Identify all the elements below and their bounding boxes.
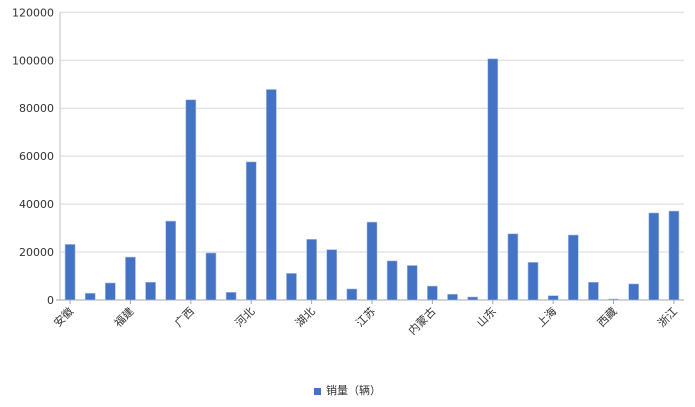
bar-湖南 (326, 249, 338, 301)
bar-湖北 (306, 239, 317, 301)
bar-黑龙江 (286, 273, 297, 301)
bar-西藏 (608, 298, 619, 301)
x-tick-label: 安徽 (51, 304, 76, 329)
bar-天津 (588, 281, 599, 301)
x-tick-label: 浙江 (655, 305, 680, 330)
bar-辽宁 (406, 265, 418, 301)
bar-chart: 0 20000 40000 60000 80000 100000 120000 安徽 福建 广西 河… (12, 6, 684, 337)
bar-甘肃 (145, 281, 156, 301)
legend-swatch (314, 387, 321, 395)
bar-内蒙古 (427, 285, 438, 301)
x-tick-label: 广西 (172, 305, 197, 330)
bar-河北 (245, 161, 257, 301)
bar-浙江 (668, 210, 680, 301)
bar-重庆 (105, 282, 116, 301)
y-tick-label: 120000 (12, 6, 54, 19)
y-tick-label: 60000 (19, 150, 54, 163)
x-tick-label: 湖北 (293, 305, 318, 330)
bar-北京 (84, 292, 96, 301)
bar-江苏 (366, 221, 378, 301)
x-tick-label: 福建 (111, 304, 136, 329)
x-tick-label: 河北 (233, 305, 258, 330)
bar-山东 (487, 58, 499, 301)
bar-安徽 (64, 244, 76, 301)
bar-贵州 (205, 252, 217, 301)
bar-广西 (185, 99, 197, 301)
bar-四川 (567, 234, 579, 301)
y-tick-label: 20000 (19, 246, 54, 259)
bar-青海 (467, 296, 478, 301)
y-tick-label: 80000 (19, 102, 54, 115)
bar-河南 (266, 89, 277, 301)
bar-海南 (225, 292, 237, 301)
x-tick-label: 上海 (534, 304, 559, 329)
x-tick-label: 西藏 (595, 305, 620, 330)
bar-江西 (386, 260, 398, 301)
x-tick-label: 内蒙古 (405, 304, 438, 337)
bar-宁夏 (447, 293, 458, 301)
bar-新疆 (628, 283, 639, 301)
bar-山西 (507, 233, 519, 301)
bar-福建 (125, 256, 136, 301)
bar-广东 (165, 220, 177, 301)
legend-label: 销量（辆） (326, 384, 381, 397)
legend: 销量（辆） (0, 382, 695, 398)
bar-云南 (648, 212, 660, 301)
x-tick-label: 山东 (474, 305, 499, 330)
y-tick-label: 100000 (12, 54, 54, 67)
y-tick-label: 40000 (19, 198, 54, 211)
x-tick-label: 江苏 (353, 305, 378, 330)
y-tick-label: 0 (47, 294, 54, 307)
bar-陕西 (527, 262, 539, 301)
bar-吉林 (346, 288, 358, 301)
bar-上海 (547, 295, 559, 301)
